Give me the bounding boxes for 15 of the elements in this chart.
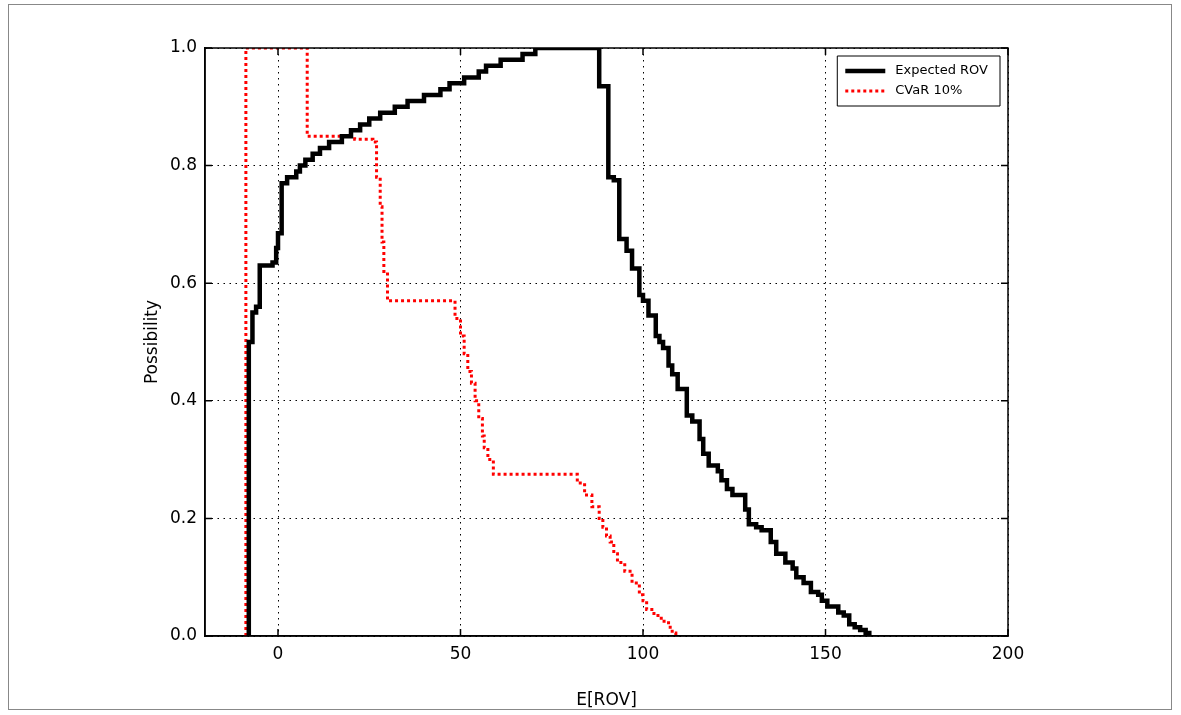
y-tick-label: 0.4 [169,389,197,410]
y-tick-label: 0.8 [169,154,197,175]
x-tick-label: 100 [626,642,660,663]
x-tick-label: 0 [272,642,284,663]
x-tick-label: 50 [449,642,472,663]
legend-label: CVaR 10% [895,82,963,98]
y-tick-label: 0.0 [169,624,197,645]
y-tick-label: 0.2 [169,506,197,527]
x-axis-title: E[ROV] [576,689,637,710]
y-axis-title: Possibility [140,299,161,385]
legend-label: Expected ROV [895,62,989,78]
x-tick-label: 200 [991,642,1025,663]
y-tick-label: 1.0 [169,36,197,57]
y-tick-label: 0.6 [169,271,197,292]
x-tick-label: 150 [809,642,842,663]
